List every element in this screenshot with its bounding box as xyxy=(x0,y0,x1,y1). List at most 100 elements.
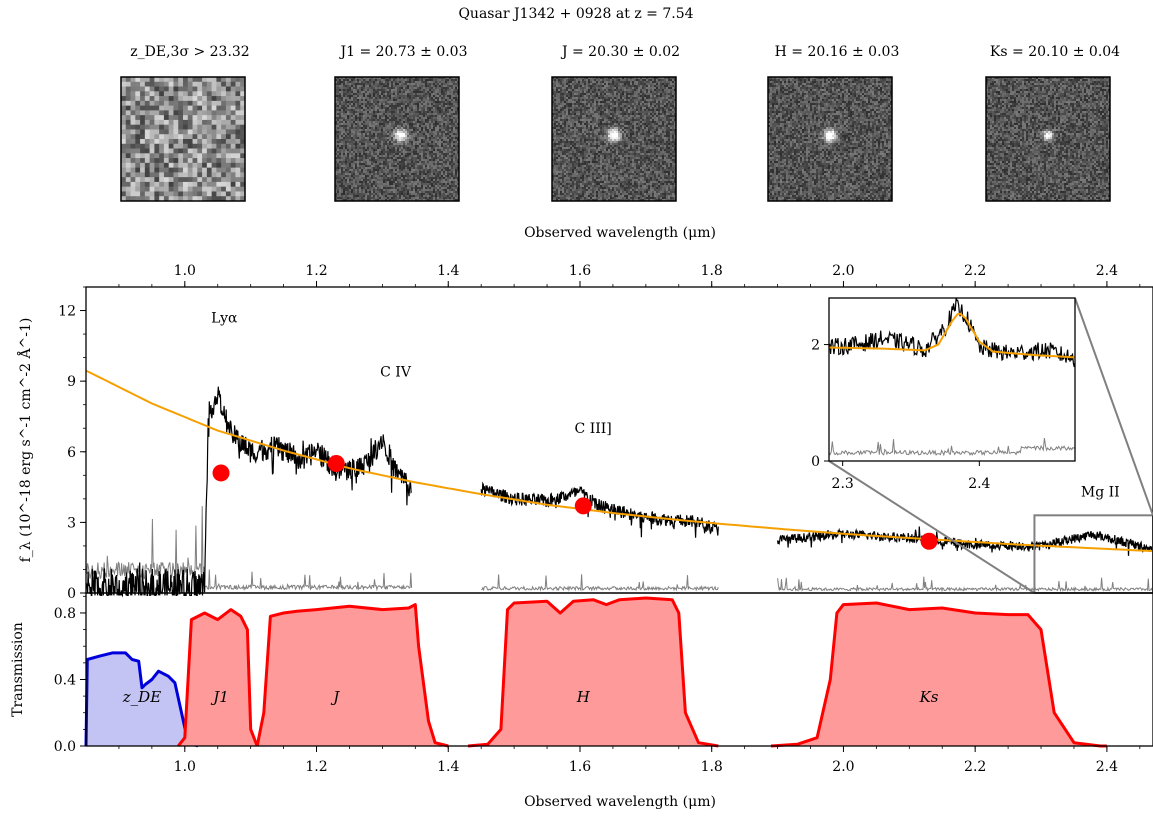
stamp-pixel xyxy=(427,129,430,132)
stamp-pixel xyxy=(163,167,170,173)
stamp-pixel xyxy=(610,89,613,92)
stamp-pixel xyxy=(427,99,430,102)
stamp-pixel xyxy=(401,85,404,88)
stamp-pixel xyxy=(435,197,438,200)
stamp-pixel xyxy=(345,99,348,102)
stamp-pixel xyxy=(622,81,625,84)
stamp-pixel xyxy=(439,179,442,182)
stamp-pixel xyxy=(159,167,165,173)
stamp-pixel xyxy=(393,169,396,172)
stamp-pixel xyxy=(211,186,217,192)
stamp-pixel xyxy=(149,167,155,173)
stamp-pixel xyxy=(433,157,436,160)
stamp-pixel xyxy=(359,81,362,84)
stamp-pixel xyxy=(379,121,382,124)
stamp-pixel xyxy=(381,127,384,130)
stamp-pixel xyxy=(383,135,386,138)
stamp-pixel xyxy=(632,77,635,80)
stamp-pixel xyxy=(345,155,348,158)
stamp-pixel xyxy=(445,199,448,202)
stamp-pixel xyxy=(130,134,136,140)
stamp-pixel xyxy=(361,195,364,198)
stamp-pixel xyxy=(413,171,416,174)
stamp-pixel xyxy=(427,169,430,172)
stamp-pixel xyxy=(423,105,426,108)
stamp-pixel xyxy=(405,119,408,122)
stamp-pixel xyxy=(359,123,362,126)
stamp-pixel xyxy=(375,117,378,120)
stamp-pixel xyxy=(216,153,222,159)
stamp-pixel xyxy=(558,89,561,92)
stamp-pixel xyxy=(451,171,454,174)
stamp-pixel xyxy=(409,199,412,202)
stamp-pixel xyxy=(425,161,428,164)
stamp-pixel xyxy=(403,159,406,162)
stamp-pixel xyxy=(389,125,392,128)
stamp-pixel xyxy=(407,175,410,178)
stamp-pixel xyxy=(620,87,623,90)
stamp-pixel xyxy=(606,85,609,88)
stamp-pixel xyxy=(423,193,426,196)
stamp-pixel xyxy=(365,119,368,122)
stamp-pixel xyxy=(361,171,364,174)
stamp-pixel xyxy=(130,186,136,192)
stamp-pixel xyxy=(409,159,412,162)
stamp-pixel xyxy=(349,103,352,106)
stamp-pixel xyxy=(429,169,432,172)
stamp-pixel xyxy=(391,135,394,138)
stamp-pixel xyxy=(377,117,380,120)
stamp-pixel xyxy=(439,121,442,124)
stamp-pixel xyxy=(178,77,184,83)
stamp-pixel xyxy=(335,191,338,194)
stamp-pixel xyxy=(411,133,414,136)
stamp-pixel xyxy=(361,165,364,168)
stamp-pixel xyxy=(427,181,430,184)
stamp-pixel xyxy=(135,134,141,140)
stamp-pixel xyxy=(622,77,625,80)
stamp-pixel xyxy=(564,77,567,80)
stamp-pixel xyxy=(411,103,414,106)
stamp-pixel xyxy=(437,103,440,106)
stamp-pixel xyxy=(367,137,370,140)
stamp-pixel xyxy=(367,131,370,134)
stamp-pixel xyxy=(365,159,368,162)
stamp-pixel xyxy=(439,87,442,90)
stamp-pixel xyxy=(337,125,340,128)
stamp-pixel xyxy=(407,137,410,140)
stamp-pixel xyxy=(403,169,406,172)
stamp-pixel xyxy=(431,131,434,134)
stamp-pixel xyxy=(339,175,342,178)
stamp-pixel xyxy=(423,149,426,152)
stamp-pixel xyxy=(443,161,446,164)
stamp-pixel xyxy=(439,169,442,172)
stamp-pixel xyxy=(369,127,372,130)
stamp-pixel xyxy=(375,187,378,190)
stamp-pixel xyxy=(600,79,603,82)
stamp-pixel xyxy=(660,81,663,84)
stamp-pixel xyxy=(140,143,146,149)
stamp-pixel xyxy=(183,172,189,178)
stamp-pixel xyxy=(574,79,577,82)
stamp-pixel xyxy=(216,134,222,140)
stamp-pixel xyxy=(447,181,450,184)
stamp-pixel xyxy=(423,173,426,176)
stamp-pixel xyxy=(389,173,392,176)
stamp-pixel xyxy=(441,163,444,166)
stamp-pixel xyxy=(361,161,364,164)
stamp-pixel xyxy=(618,79,621,82)
stamp-pixel xyxy=(235,115,241,121)
stamp-pixel xyxy=(240,96,246,102)
stamp-pixel xyxy=(367,109,370,112)
stamp-pixel xyxy=(441,159,444,162)
stamp-pixel xyxy=(427,187,430,190)
stamp-pixel xyxy=(365,197,368,200)
stamp-pixel xyxy=(443,157,446,160)
stamp-pixel xyxy=(405,165,408,168)
stamp-pixel xyxy=(383,181,386,184)
stamp-pixel xyxy=(365,187,368,190)
stamp-pixel xyxy=(140,129,146,135)
stamp-pixel xyxy=(407,91,410,94)
stamp-pixel xyxy=(235,148,241,154)
stamp-pixel xyxy=(363,103,366,106)
stamp-pixel xyxy=(206,162,212,168)
